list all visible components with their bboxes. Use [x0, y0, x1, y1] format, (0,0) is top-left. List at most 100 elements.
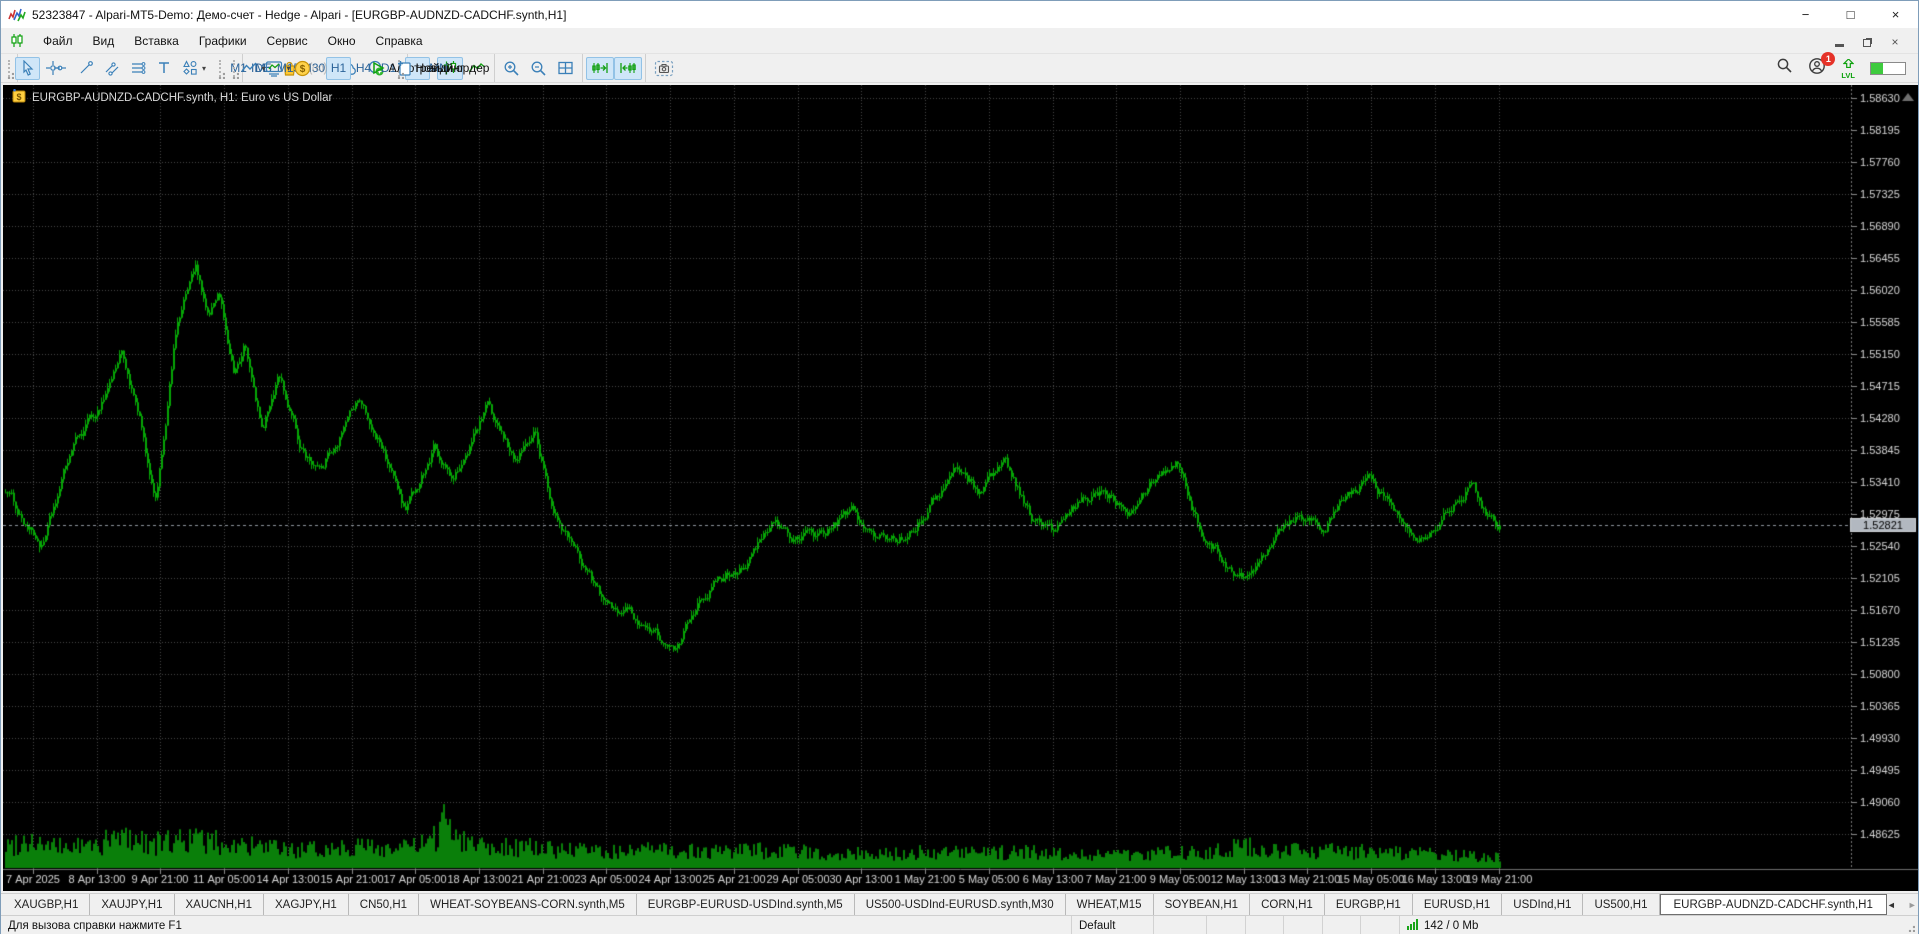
mdi-restore-button[interactable]: [1860, 35, 1874, 47]
user-icon: [1808, 57, 1826, 80]
indicators-button[interactable]: ▾: [265, 57, 291, 80]
tab-eurusd-h1[interactable]: EURUSD,H1: [1413, 894, 1503, 915]
signals-button[interactable]: [303, 57, 333, 80]
zoom-in-button[interactable]: [498, 57, 525, 80]
status-panel-6: [1360, 916, 1399, 934]
tab-usdind-h1[interactable]: USDInd,H1: [1502, 894, 1584, 915]
chart-type-button[interactable]: ▾: [240, 57, 266, 80]
status-traffic: 142 / 0 Mb: [1399, 916, 1904, 934]
toolbar-group-6: [407, 54, 494, 82]
zoom-out-button[interactable]: [525, 57, 552, 80]
tf-mn-label: MN: [429, 61, 448, 75]
channel-button[interactable]: [99, 57, 125, 80]
tab-us500-h1[interactable]: US500,H1: [1583, 894, 1660, 915]
minimize-button[interactable]: −: [1801, 7, 1810, 22]
tab-wheat-soybeans-corn-synth-m5[interactable]: WHEAT-SOYBEANS-CORN.synth,M5: [419, 894, 637, 915]
bag-icon: [281, 60, 298, 77]
toolbar-group-7: [494, 54, 582, 82]
level-progress-bar: [1870, 61, 1906, 75]
tile-icon: [557, 60, 574, 76]
level-button[interactable]: LVL: [1841, 56, 1855, 80]
notifications-button[interactable]: 1: [1808, 51, 1836, 80]
status-traffic-text: 142 / 0 Mb: [1424, 919, 1479, 932]
toolbar-group-3: ▾ ▾ $: [228, 54, 311, 82]
tab-eurgbp-audnzd-cadchf-synth-h1[interactable]: EURGBP-AUDNZD-CADCHF.synth,H1: [1659, 894, 1887, 915]
new-order-button[interactable]: Новый ордер: [397, 57, 489, 80]
mdi-close-button[interactable]: ×: [1891, 34, 1899, 49]
tab-wheat-m15[interactable]: WHEAT,M15: [1066, 894, 1154, 915]
tab-scroll-right-icon[interactable]: ►: [1907, 899, 1917, 910]
chart-window-icon: [9, 33, 25, 48]
menu-item-help[interactable]: Справка: [375, 33, 423, 48]
tab-soybean-h1[interactable]: SOYBEAN,H1: [1154, 894, 1251, 915]
menu-item-file[interactable]: Файл: [43, 33, 73, 48]
trendline-button[interactable]: [73, 57, 99, 80]
maximize-button[interactable]: □: [1846, 7, 1855, 22]
toolbar-group-0: [3, 54, 60, 82]
screenshot-button[interactable]: [649, 57, 679, 80]
menu-item-insert[interactable]: Вставка: [134, 33, 179, 48]
price-chart-canvas[interactable]: [3, 85, 1918, 891]
svg-text:$: $: [300, 64, 306, 75]
shapes-button[interactable]: ▾: [177, 57, 211, 80]
menu-item-tools[interactable]: Сервис: [266, 33, 308, 48]
resize-grip[interactable]: [1904, 916, 1918, 934]
candles-style-button[interactable]: [437, 56, 464, 80]
status-panel-5: [1322, 916, 1360, 934]
level-progress-fill: [1871, 62, 1883, 74]
channel-icon: [104, 60, 120, 76]
crosshair-button[interactable]: [40, 57, 65, 80]
level-label: LVL: [1841, 71, 1855, 81]
tf-m15-button[interactable]: M15: [276, 57, 301, 80]
search-button[interactable]: [1776, 57, 1793, 79]
menu-item-window[interactable]: Окно: [327, 33, 356, 48]
statusbar: Для вызова справки нажмите F1 Default 14…: [1, 915, 1918, 934]
mdi-minimize-button[interactable]: [1832, 35, 1846, 47]
text-button[interactable]: [151, 57, 177, 80]
tab-xagjpy-h1[interactable]: XAGJPY,H1: [264, 894, 349, 915]
tab-eurgbp-h1[interactable]: EURGBP,H1: [1325, 894, 1413, 915]
chevron-down-icon: ▾: [261, 63, 266, 73]
fibonacci-button[interactable]: [125, 57, 151, 80]
chart-tabbar: XAUGBP,H1 XAUJPY,H1 XAUCNH,H1 XAGJPY,H1 CN50…: [1, 893, 1918, 915]
tf-h4-button[interactable]: H4: [351, 57, 376, 80]
auto-scroll-button[interactable]: [614, 56, 643, 80]
tab-xaugbp-h1[interactable]: XAUGBP,H1: [3, 894, 91, 915]
crosshair-icon: [45, 60, 61, 76]
tab-xaucnh-h1[interactable]: XAUCNH,H1: [175, 894, 264, 915]
tab-corn-h1[interactable]: CORN,H1: [1250, 894, 1325, 915]
close-button[interactable]: ×: [1891, 7, 1900, 22]
market-button[interactable]: [276, 57, 303, 80]
cursor-icon: [20, 60, 36, 76]
tf-h1-button[interactable]: H1: [326, 56, 352, 80]
cursor-button[interactable]: [15, 56, 40, 80]
symbols-button[interactable]: $: [290, 57, 315, 80]
toolbar-group-8: [582, 54, 645, 82]
line-style-button[interactable]: [463, 57, 491, 80]
menu-item-charts[interactable]: Графики: [198, 33, 247, 48]
dollar-icon: $: [294, 60, 311, 77]
shapes-icon: [182, 60, 198, 76]
tab-scroll-left-icon[interactable]: ◄: [1886, 899, 1896, 910]
toolbar-right: 1 LVL: [1776, 51, 1916, 80]
mdi-controls: ×: [1832, 34, 1912, 49]
tile-windows-button[interactable]: [552, 57, 579, 80]
tf-mn-button[interactable]: MN: [426, 57, 451, 80]
app-logo-icon: [8, 7, 26, 23]
tab-eurgbp-eurusd-usdind-synth-m5[interactable]: EURGBP-EURUSD-USDInd.synth,M5: [637, 894, 855, 915]
camera-icon: [654, 60, 674, 77]
menu-item-view[interactable]: Вид: [92, 33, 115, 48]
tab-us500-usdind-eurusd-synth-m30[interactable]: US500-USDInd-EURUSD.synth,M30: [855, 894, 1066, 915]
chart-area: $ EURGBP-AUDNZD-CADCHF.synth, H1: Euro v…: [3, 85, 1918, 891]
tab-cn50-h1[interactable]: CN50,H1: [349, 894, 420, 915]
fibo-icon: [130, 60, 146, 76]
menu-items: Файл Вид Вставка Графики Сервис Окно Справка: [33, 28, 433, 53]
toolbar-group-9: [645, 54, 682, 82]
chevron-down-icon: ▾: [202, 63, 207, 73]
status-panel-3: [1245, 916, 1283, 934]
tab-scroll-arrows: ◄ ►: [1887, 900, 1919, 910]
tab-xaujpy-h1[interactable]: XAUJPY,H1: [90, 894, 175, 915]
linechart-icon: [240, 60, 258, 76]
shift-end-button[interactable]: [586, 56, 615, 80]
notification-badge: 1: [1821, 51, 1836, 66]
